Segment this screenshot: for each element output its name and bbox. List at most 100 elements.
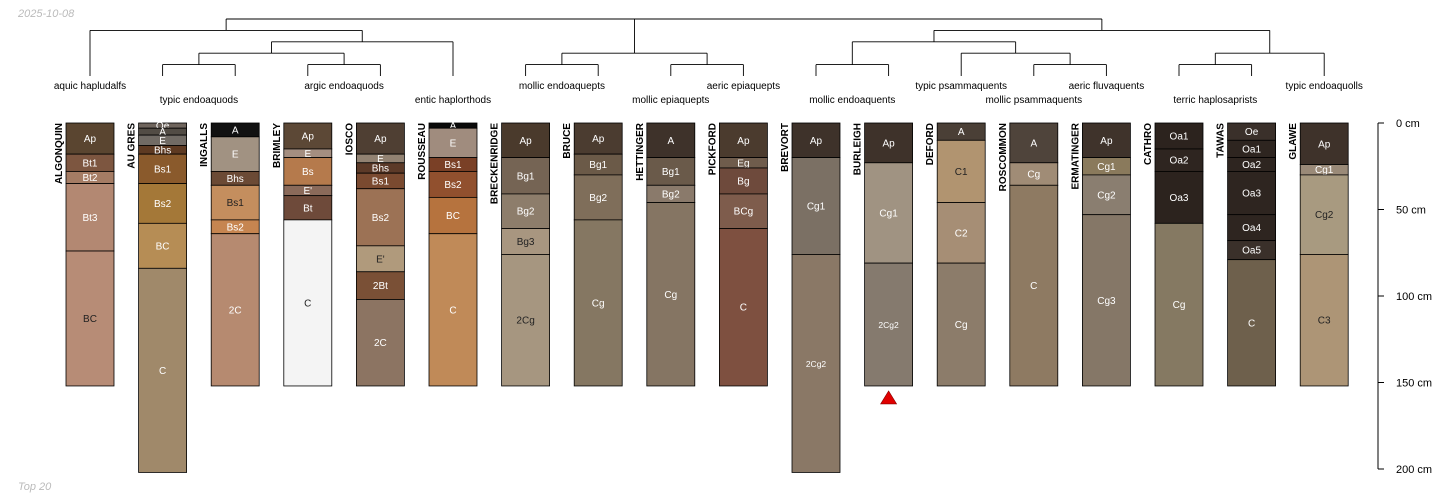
- profile-rousseau: AE Bs1 Bs2 BC C ROUSSEAU: [417, 121, 478, 387]
- horizon-label: A: [450, 121, 457, 132]
- horizon-label: Ap: [810, 136, 823, 147]
- horizon-label: E: [450, 138, 457, 149]
- profile-algonquin: Ap Bt1 Bt2 Bt3 BC ALGONQUIN: [54, 122, 115, 387]
- horizon-label: Oa1: [1170, 131, 1189, 142]
- taxon-label: argic endoaquods: [304, 81, 384, 92]
- horizon-label: C: [740, 303, 747, 314]
- taxon-label: aeric fluvaquents: [1069, 81, 1145, 92]
- horizon-bs2: [138, 183, 188, 224]
- horizon-label: Bg1: [517, 171, 535, 182]
- horizon-label: E': [304, 186, 313, 197]
- horizon-ap: [864, 122, 913, 164]
- horizon-2c: [210, 233, 260, 387]
- profile-burleigh: Ap Cg1 2Cg2 BURLEIGH: [853, 122, 913, 387]
- profile-name: ROSCOMMON: [998, 123, 1009, 191]
- profile-breckenridge: Ap Bg1 Bg2 Bg3 2Cg BRECKENRIDGE: [490, 122, 551, 387]
- horizon-label: E: [377, 154, 384, 165]
- horizon-cg: [573, 219, 623, 387]
- horizon-ap: [65, 122, 115, 155]
- horizon-c: [1009, 184, 1059, 387]
- horizon-label: Cg: [664, 290, 677, 301]
- horizon-label: C3: [1318, 316, 1331, 327]
- horizon-c3: [1299, 254, 1349, 387]
- horizon-label: Cg2: [1097, 190, 1116, 201]
- dendrogram: [89, 18, 1325, 76]
- horizon-label: C: [159, 366, 166, 377]
- taxon-label: mollic psammaquents: [985, 95, 1082, 106]
- horizon-oa3: [1154, 171, 1204, 224]
- horizon-bt3: [65, 183, 115, 252]
- horizon-label: Ap: [882, 138, 895, 149]
- horizon-label: C: [1030, 281, 1037, 292]
- footer-label: Top 20: [18, 481, 52, 493]
- horizon-label: Cg: [1027, 170, 1040, 181]
- profile-name: ERMATINGER: [1070, 122, 1081, 189]
- horizon-label: A: [958, 127, 965, 138]
- depth-axis: 0 cm 50 cm 100 cm 150 cm 200 cm: [1377, 118, 1432, 476]
- profile-brevort: Ap Cg1 2Cg2 BREVORT: [780, 122, 841, 473]
- profile-name: PICKFORD: [707, 123, 718, 175]
- horizon-ap: [791, 122, 841, 158]
- axis-tick-label: 150 cm: [1396, 378, 1432, 390]
- horizon-label: Ap: [84, 134, 97, 145]
- horizon-label: C1: [955, 167, 968, 178]
- horizon-bg: [719, 167, 768, 195]
- horizon-cg: [1154, 222, 1204, 387]
- profile-ingalls: A E Bhs Bs1 Bs2 2C INGALLS: [199, 122, 260, 387]
- horizon-2cg2: [864, 262, 913, 387]
- horizon-ap: [355, 122, 405, 155]
- horizon-bs1: [210, 184, 260, 221]
- horizon-label: E: [304, 149, 311, 160]
- profile-name: BRUCE: [562, 123, 573, 159]
- horizon-oa4: [1227, 214, 1276, 242]
- horizon-label: BCg: [734, 207, 753, 218]
- horizon-label: BC: [156, 241, 170, 252]
- horizon-cg: [936, 262, 986, 387]
- horizon-2cg2: [791, 254, 841, 473]
- horizon-label: 2C: [229, 305, 242, 316]
- horizon-oa1: [1154, 122, 1204, 150]
- horizon-label: Bhs: [372, 163, 389, 174]
- horizon-cg2: [1082, 174, 1131, 216]
- horizon-label: BC: [83, 314, 97, 325]
- horizon-label: Bs: [302, 167, 314, 178]
- horizon-ap: [283, 122, 333, 150]
- taxon-label: typic psammaquents: [915, 81, 1007, 92]
- taxon-label: typic endoaquods: [160, 95, 238, 106]
- horizon-label: C: [1248, 318, 1255, 329]
- horizon-2cg: [501, 254, 551, 387]
- horizon-label: Bs2: [444, 180, 462, 191]
- horizon-label: A: [667, 136, 674, 147]
- horizon-label: Cg: [1173, 300, 1186, 311]
- horizon-label: BC: [446, 211, 460, 222]
- taxon-label: entic haplorthods: [415, 95, 491, 106]
- profile-name: GLAWE: [1288, 123, 1299, 160]
- horizon-bt: [283, 195, 333, 221]
- profile-brimley: Ap E Bs E' Bt C BRIMLEY: [272, 122, 333, 387]
- horizon-label: 2Cg2: [878, 320, 899, 330]
- horizon-bs2: [355, 188, 405, 247]
- horizon-label: Bs1: [154, 164, 172, 175]
- horizon-ap: [1299, 122, 1349, 165]
- horizon-label: Oa1: [1242, 144, 1261, 155]
- profile-name: INGALLS: [199, 123, 210, 167]
- horizon-c: [283, 219, 333, 387]
- horizon-label: A: [232, 125, 239, 136]
- profile-name: CATHRO: [1143, 123, 1154, 165]
- profile-name: AU GRES: [127, 123, 138, 169]
- horizon-ap: [719, 122, 768, 158]
- horizon-label: Bg2: [589, 193, 607, 204]
- horizon-label: Bs1: [227, 198, 245, 209]
- horizon-label: 2Bt: [373, 281, 388, 292]
- taxon-label: mollic endoaquents: [809, 95, 895, 106]
- profile-cathro: Oa1 Oa2 Oa3 Cg CATHRO: [1143, 122, 1204, 387]
- horizon-c: [428, 233, 478, 387]
- horizon-label: Ap: [737, 136, 750, 147]
- taxon-labels: aquic hapludalfs typic endoaquods argic en…: [54, 81, 1363, 106]
- date-label: 2025-10-08: [18, 8, 75, 20]
- horizon-cg2: [1299, 174, 1349, 255]
- horizon-label: Cg1: [1097, 162, 1116, 173]
- horizon-label: Ap: [1100, 136, 1113, 147]
- horizon-c: [1227, 259, 1276, 387]
